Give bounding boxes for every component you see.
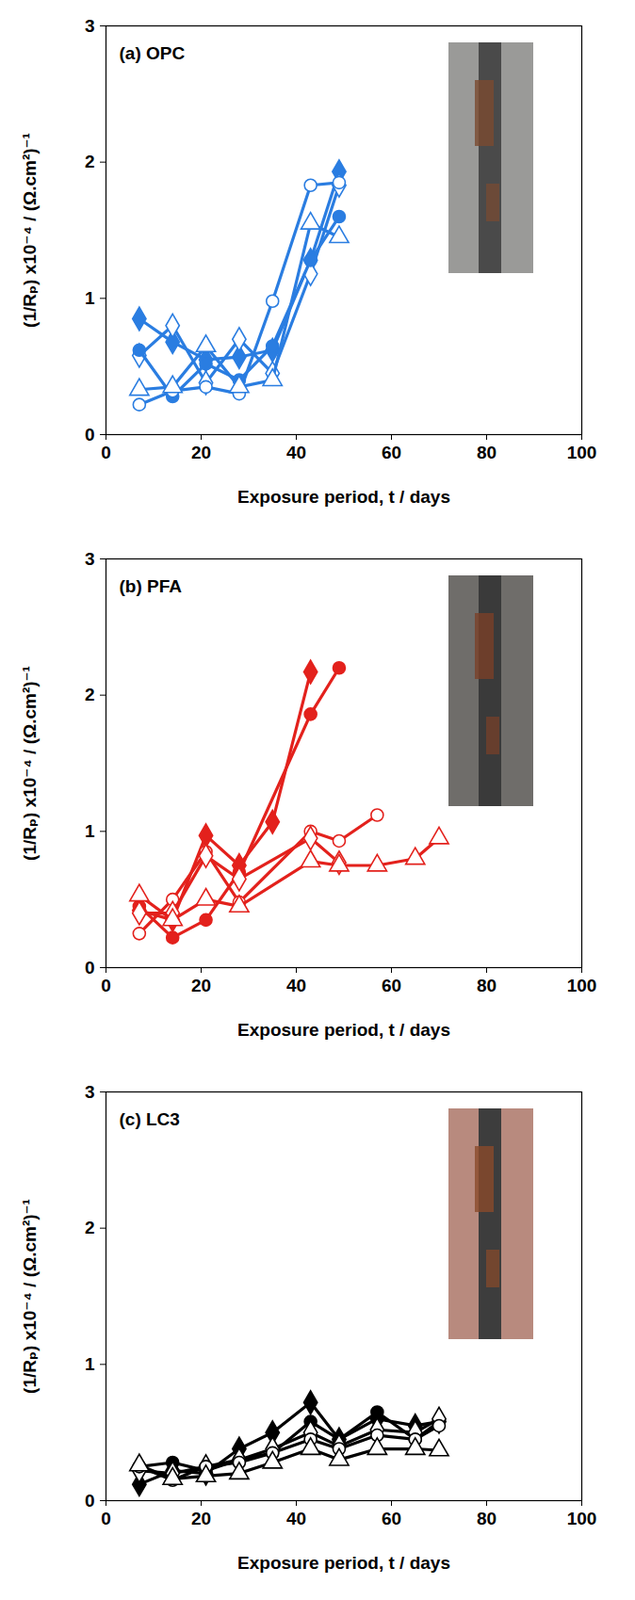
svg-text:(1/Rₚ) x10⁻⁴ / (Ω.cm²)⁻¹: (1/Rₚ) x10⁻⁴ / (Ω.cm²)⁻¹: [19, 666, 40, 862]
svg-text:3: 3: [84, 16, 96, 36]
svg-text:Exposure period, t / days: Exposure period, t / days: [237, 487, 451, 507]
svg-text:40: 40: [286, 1509, 307, 1530]
svg-text:60: 60: [381, 976, 402, 996]
svg-text:20: 20: [191, 442, 212, 463]
svg-text:Exposure period, t / days: Exposure period, t / days: [237, 1020, 451, 1041]
svg-text:2: 2: [84, 151, 96, 172]
svg-text:0: 0: [100, 976, 112, 996]
svg-text:(a) OPC: (a) OPC: [119, 43, 186, 64]
svg-text:(b) PFA: (b) PFA: [119, 576, 183, 597]
svg-text:0: 0: [84, 1491, 96, 1512]
svg-text:80: 80: [476, 976, 497, 996]
svg-text:0: 0: [100, 442, 112, 463]
svg-text:(1/Rₚ) x10⁻⁴ / (Ω.cm²)⁻¹: (1/Rₚ) x10⁻⁴ / (Ω.cm²)⁻¹: [19, 132, 40, 328]
svg-text:1: 1: [84, 821, 96, 842]
svg-text:1: 1: [84, 1354, 96, 1375]
svg-text:2: 2: [84, 684, 96, 705]
svg-text:3: 3: [84, 1082, 96, 1103]
svg-text:60: 60: [381, 442, 402, 463]
svg-text:100: 100: [567, 442, 598, 463]
svg-text:0: 0: [100, 1509, 112, 1530]
svg-text:80: 80: [476, 442, 497, 463]
svg-text:40: 40: [286, 442, 307, 463]
svg-text:1: 1: [84, 288, 96, 309]
svg-text:20: 20: [191, 976, 212, 996]
svg-text:40: 40: [286, 976, 307, 996]
svg-text:0: 0: [84, 958, 96, 978]
svg-text:80: 80: [476, 1509, 497, 1530]
svg-text:(1/Rₚ) x10⁻⁴ / (Ω.cm²)⁻¹: (1/Rₚ) x10⁻⁴ / (Ω.cm²)⁻¹: [19, 1199, 40, 1395]
svg-text:100: 100: [567, 1509, 598, 1530]
svg-text:100: 100: [567, 976, 598, 996]
svg-text:60: 60: [381, 1509, 402, 1530]
svg-text:20: 20: [191, 1509, 212, 1530]
svg-text:Exposure period, t / days: Exposure period, t / days: [237, 1553, 451, 1574]
svg-text:0: 0: [84, 424, 96, 445]
svg-text:2: 2: [84, 1218, 96, 1238]
svg-text:(c) LC3: (c) LC3: [119, 1109, 180, 1130]
svg-text:3: 3: [84, 549, 96, 570]
